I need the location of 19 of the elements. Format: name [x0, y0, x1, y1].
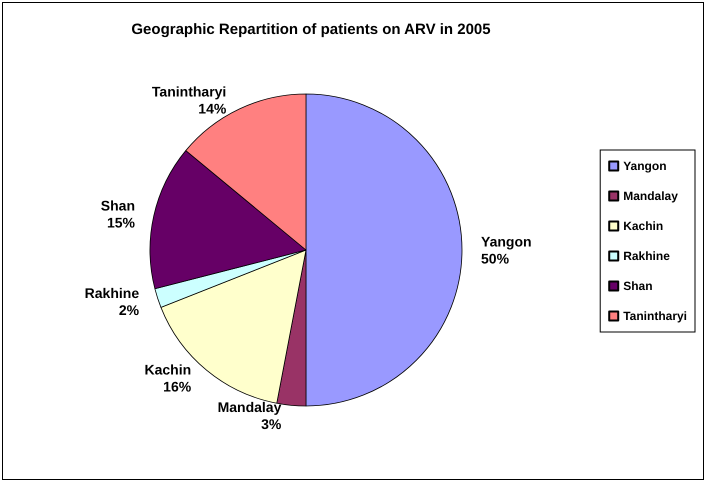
legend-label: Kachin	[623, 219, 664, 233]
slice-label: Shan	[100, 197, 135, 214]
chart-title: Geographic Repartition of patients on ARV in 2005	[131, 21, 491, 38]
slice-label: Yangon	[481, 234, 532, 250]
legend-label: Yangon	[623, 159, 667, 173]
data-label: 16%	[163, 378, 192, 394]
legend-label: Mandalay	[623, 189, 678, 203]
data-label: 14%	[198, 100, 227, 116]
slice-label: Mandalay	[218, 398, 282, 415]
legend-label: Rakhine	[623, 249, 670, 263]
data-label: 50%	[481, 250, 510, 266]
data-label: 2%	[118, 302, 140, 318]
data-label: 15%	[106, 214, 136, 230]
legend-label: Tanintharyi	[623, 309, 688, 323]
slice-label: Kachin	[144, 361, 192, 378]
legend-label: Shan	[623, 279, 653, 293]
data-label: 3%	[261, 416, 282, 432]
slice-label: Rakhine	[84, 284, 140, 301]
slice-label: Tanintharyi	[152, 83, 226, 100]
